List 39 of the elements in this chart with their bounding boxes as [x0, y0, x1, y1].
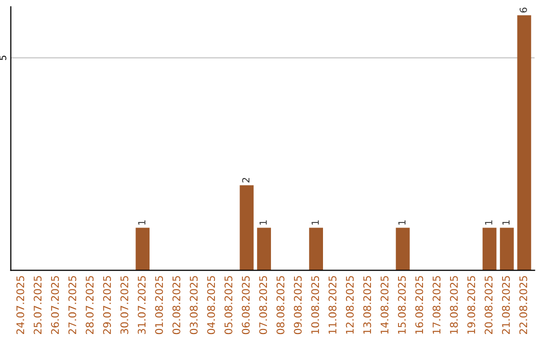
x-tick-label: 29.07.2025 [103, 276, 111, 334]
x-tick-label: 03.08.2025 [190, 276, 198, 334]
data-label: 1 [312, 220, 319, 225]
x-tick-label: 02.08.2025 [172, 276, 180, 334]
x-tick-label: 15.08.2025 [398, 276, 406, 334]
data-label: 1 [398, 220, 406, 225]
data-label: 1 [138, 220, 146, 225]
x-tick-label: 08.08.2025 [276, 276, 284, 334]
x-tick-label: 16.08.2025 [415, 276, 424, 334]
x-tick-label: 17.08.2025 [432, 276, 440, 334]
x-tick-label: 30.07.2025 [120, 276, 128, 334]
x-tick-label: 10.08.2025 [311, 276, 320, 334]
data-label: 1 [260, 220, 267, 225]
x-tick-label: 24.07.2025 [16, 276, 24, 334]
data-label: 1 [502, 220, 510, 225]
x-tick-label: 31.07.2025 [138, 276, 146, 334]
x-tick-label: 06.08.2025 [242, 276, 250, 334]
x-tick-label: 22.08.2025 [519, 276, 528, 334]
x-tick-label: 04.08.2025 [207, 276, 216, 334]
x-tick-label: 18.08.2025 [450, 276, 458, 334]
x-tick-label: 12.08.2025 [346, 276, 354, 334]
x-tick-label: 13.08.2025 [363, 276, 372, 334]
x-tick-label: 20.08.2025 [484, 276, 493, 334]
data-label: 6 [520, 8, 528, 12]
x-tick-label: 05.08.2025 [224, 276, 232, 334]
x-tick-label: 14.08.2025 [380, 276, 388, 334]
data-label: 2 [242, 178, 250, 182]
x-tick-label: 26.07.2025 [51, 276, 59, 334]
x-tick-label: 25.07.2025 [34, 276, 42, 334]
x-tick-label: 01.08.2025 [155, 276, 163, 334]
x-tick-label: 19.08.2025 [467, 276, 476, 334]
x-tick-label: 27.07.2025 [68, 276, 76, 334]
x-tick-label: 21.08.2025 [502, 276, 510, 334]
data-label: 1 [485, 220, 492, 225]
x-tick-label: 28.07.2025 [86, 276, 94, 334]
y-tick-label: 5 [0, 56, 6, 60]
x-tick-label: 09.08.2025 [294, 276, 302, 334]
x-tick-label: 11.08.2025 [328, 276, 336, 334]
x-tick-label: 07.08.2025 [259, 276, 268, 334]
